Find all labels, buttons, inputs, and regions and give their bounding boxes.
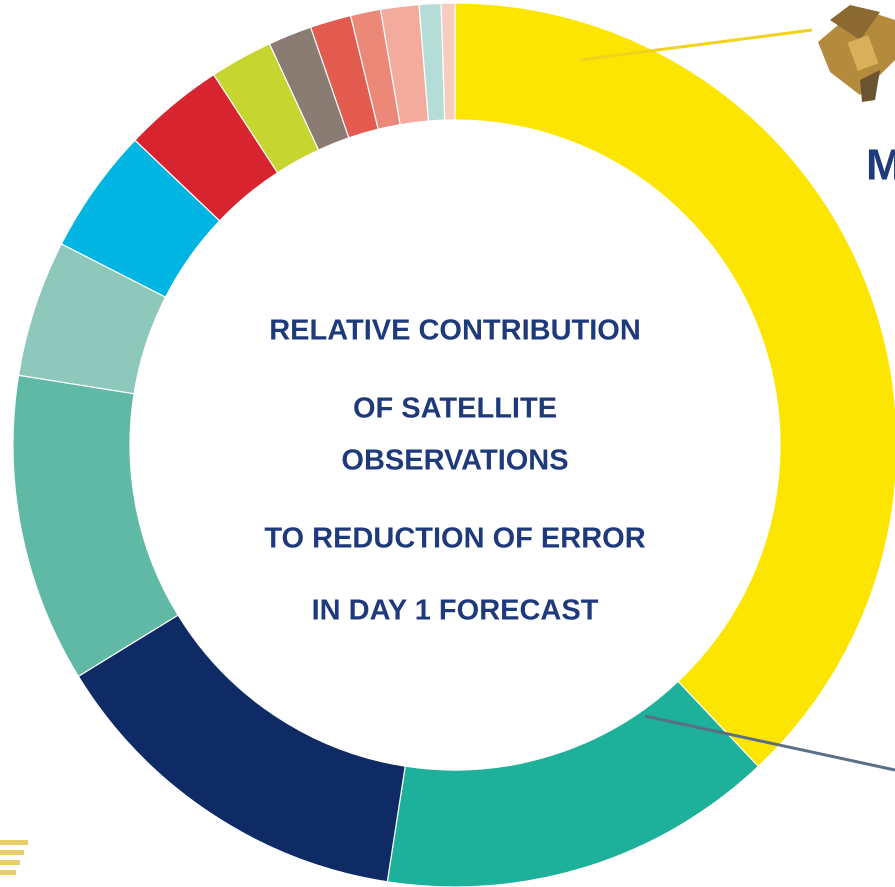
center-text: OF SATELLITE <box>353 393 557 425</box>
center-text: TO REDUCTION OF ERROR <box>264 523 645 555</box>
pointer-line <box>579 28 813 62</box>
center-text: RELATIVE CONTRIBUTION <box>269 315 641 347</box>
center-text: OBSERVATIONS <box>341 445 568 477</box>
donut-segment <box>386 680 760 887</box>
donut-segment <box>454 2 895 768</box>
center-text: IN DAY 1 FORECAST <box>312 595 599 627</box>
donut-segment <box>440 2 456 121</box>
pointer-line <box>644 714 895 772</box>
annotation: M <box>866 141 895 190</box>
logo-fragment <box>0 840 28 875</box>
donut-segment <box>77 614 406 883</box>
donut <box>12 2 895 887</box>
satellite-image <box>818 5 895 102</box>
